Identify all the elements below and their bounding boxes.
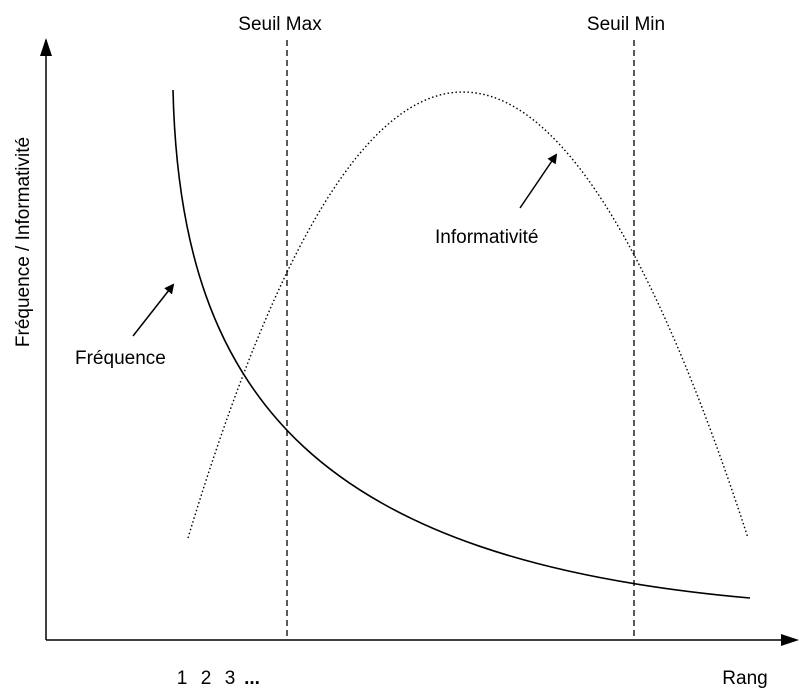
frequency-label: Fréquence	[75, 348, 166, 369]
y-axis-label: Fréquence / Informativité	[13, 137, 34, 347]
frequency-arrow	[132, 283, 175, 337]
informativity-arrow	[519, 153, 558, 209]
rank-label: 2	[201, 668, 212, 688]
x-axis-arrow	[781, 634, 799, 646]
frequency-curve	[172, 89, 751, 599]
informativity-label: Informativité	[435, 227, 538, 248]
rank-label: 1	[177, 668, 188, 688]
threshold-min-label: Seuil Min	[587, 14, 665, 35]
threshold-max-label: Seuil Max	[238, 14, 322, 35]
y-axis-arrow	[40, 38, 52, 56]
rank-label: ...	[244, 668, 260, 688]
informativity-curve	[187, 91, 749, 539]
rank-label: 3	[225, 668, 236, 688]
x-axis-label: Rang	[722, 668, 767, 688]
